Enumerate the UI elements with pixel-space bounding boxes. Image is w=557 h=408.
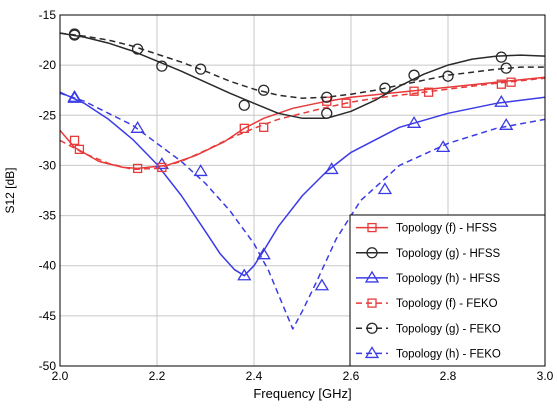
y-tick-label: -45 bbox=[39, 309, 57, 323]
x-tick-label: 2.8 bbox=[440, 369, 457, 383]
legend-entry-label: Topology (f) - HFSS bbox=[396, 223, 497, 235]
x-tick-label: 3.0 bbox=[537, 369, 554, 383]
x-axis-label: Frequency [GHz] bbox=[253, 386, 351, 401]
y-tick-label: -35 bbox=[39, 209, 57, 223]
legend-box bbox=[350, 215, 545, 366]
legend-entry-label: Topology (g) - FEKO bbox=[396, 323, 501, 335]
y-axis-label: S12 [dB] bbox=[3, 167, 17, 213]
legend: Topology (f) - HFSS Topology (g) - HFSS To… bbox=[350, 215, 545, 366]
legend-entry-label: Topology (f) - FEKO bbox=[396, 298, 498, 310]
y-tick-label: -30 bbox=[39, 158, 57, 172]
x-tick-label: 2.2 bbox=[149, 369, 166, 383]
y-tick-label: -50 bbox=[39, 359, 57, 373]
legend-entry-label: Topology (h) - HFSS bbox=[396, 273, 501, 285]
legend-entry-label: Topology (g) - HFSS bbox=[396, 248, 501, 260]
x-tick-label: 2.4 bbox=[246, 369, 263, 383]
y-tick-label: -40 bbox=[39, 259, 57, 273]
y-tick-label: -15 bbox=[39, 8, 57, 22]
y-tick-label: -25 bbox=[39, 108, 57, 122]
legend-entry-label: Topology (h) - FEKO bbox=[396, 348, 501, 360]
x-tick-label: 2.6 bbox=[343, 369, 360, 383]
y-tick-label: -20 bbox=[39, 58, 57, 72]
